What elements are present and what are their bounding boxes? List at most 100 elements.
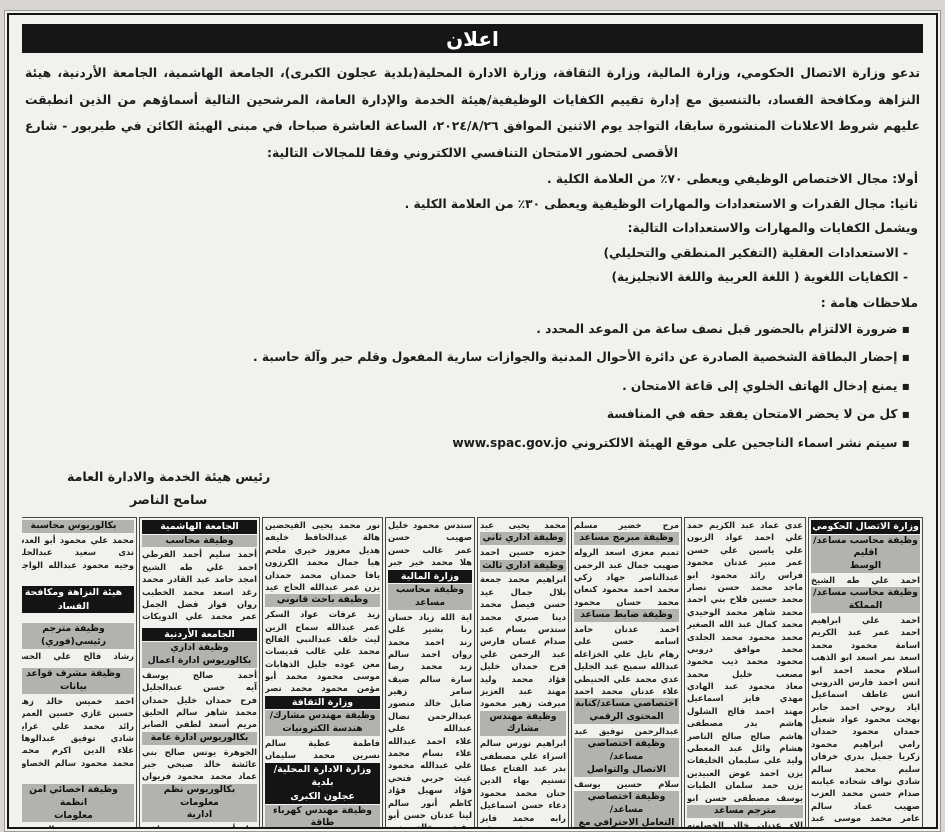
announcement-document: اعلان تدعو وزارة الاتصال الحكومي، وزارة … [7, 13, 938, 829]
candidate-name: سليم محمد سالم القرموطي [811, 763, 920, 774]
candidate-name: هشام وائل عبد المعطي العبيسات [687, 743, 803, 754]
candidate-name: رشاد فالح علي الحسن [22, 650, 134, 661]
candidate-name: عمر عبدالله سماح الزين [265, 621, 380, 632]
candidate-name: روان احمد سالم العرموطي [388, 648, 472, 659]
candidate-name: هيا جمال محمد الكرزون [265, 557, 380, 568]
table-column-8: بكالوريوس محاسبة محمد علي محمود أبو العدس… [22, 517, 137, 827]
job-title-header: وظيفة مشرف قواعد بيانات [22, 668, 134, 694]
candidate-name: محمد علي محمود أبو العدس [22, 534, 134, 545]
job-title-header: وظيفة محاسب مساعد/اقليم الوسط [811, 534, 920, 573]
candidate-name: تسنيم بهاء الدين علي درادكه [480, 775, 566, 786]
candidate-name: زكريا جميل بدري خرفان [811, 751, 920, 762]
candidate-name: تميم معزي اسعد الروله [574, 547, 679, 558]
job-title-header: وظيفة مهندس مشارك/ هندسة الكترونيات [265, 710, 380, 737]
candidate-name: هلا محمد خير جبر بركات [388, 557, 472, 568]
candidate-name: يوسف مصطفى حسن ابو عقل [687, 792, 803, 803]
job-title-header: بكالوريوس نظم معلومات ادارية [142, 783, 257, 823]
candidate-name: عامر محمد موسى عبد المال [811, 813, 920, 824]
candidate-name: فاطمة عطية سالم الرواجفه [265, 738, 380, 749]
candidate-name: معاذ محمود عبد الهادي بنات [687, 681, 803, 692]
candidate-name: صهيب حسن سليمان الجبور [388, 532, 472, 543]
candidate-name: صدام غسان فارس حموده [480, 636, 566, 647]
candidate-name: علاء بسام محمد عشا [388, 748, 472, 759]
candidate-name: بهجت محمود عواد شعيل [811, 714, 920, 725]
candidate-name: نسرين محمد سليمان مرعي [265, 750, 380, 761]
candidate-name: هالة عبدالحافظ خليفه المحاميد [265, 532, 380, 543]
spacer [142, 623, 257, 627]
candidate-name: حسين غازي حسين العمري [22, 708, 134, 719]
candidate-name: هاشم صالح صالح الناصر [687, 730, 803, 741]
candidate-name: اسامة محمود محمد بطاينه [811, 639, 920, 650]
candidate-name: محمد حسان محمود مواليه [574, 596, 679, 607]
table-column-1: وزارة الاتصال الحكومي وظيفة محاسب مساعد/ا… [808, 517, 923, 827]
notes-list: ▪ ضرورة الالتزام بالحضور قبل نصف ساعة من… [25, 315, 910, 458]
candidate-name: ماجد محمد حسن نصار [687, 581, 803, 592]
candidate-name: احمد علي طه الشيخ حسين [811, 574, 920, 585]
candidate-name: حنان محمد محمود الصمادي [480, 787, 566, 798]
candidate-name: علي عبدالله محمود المعاريه [388, 760, 472, 771]
candidate-name: فؤاد محمد وليد محمد رباح [480, 673, 566, 684]
candidate-name: اسلام محمد احمد ابو كركي [811, 664, 920, 675]
candidate-name: احمد خميس خالد زهره [22, 695, 134, 706]
candidate-name: هديل معزوز خيري ملحم [265, 544, 380, 555]
candidate-name: محمد شاهر محمد الوحيدي [687, 606, 803, 617]
entity-header: وزارة الادارة المحلية/بلدية عجلون الكبرى [265, 762, 380, 804]
candidate-name: انس احمد فارس الدروبي [811, 676, 920, 687]
candidate-name: شادي نواف شحاده عيابنه [811, 776, 920, 787]
job-title-header: وظيفة ضابط مساعد [574, 609, 679, 622]
candidate-name: احمد علي طه الشيخ حسين [142, 561, 257, 572]
note-line: ▪ إحضار البطاقة الشخصية الصادرة عن دائرة… [253, 350, 910, 364]
candidate-name: مرح خضير مسلم المعايعه [574, 520, 679, 530]
candidate-name: بلال جمال عيد الحوراني [480, 586, 566, 597]
candidate-name: ندى سعيد عبدالحليم البلاسمة [22, 547, 134, 558]
candidate-name: نور محمد يحيى الفيحضين [265, 520, 380, 530]
candidate-name: أحمد سليم أحمد الفرطي [142, 549, 257, 560]
table-column-7: الجامعة الهاشمية وظيفة محاسب أحمد سليم أحم… [139, 517, 260, 827]
candidate-name: محمد محمود محمد الجلدى [687, 631, 803, 642]
entity-header: الجامعة الأردنية [142, 627, 257, 642]
candidate-name: محمد احمد محمود كنعان [574, 584, 679, 595]
candidate-name: محمد حسين فلاح بني احمد [687, 594, 803, 605]
candidate-name: فراس رائد محمود ابو خليفه [687, 569, 803, 580]
candidate-name: عمر منير عدنان محمود [687, 557, 803, 568]
candidate-name: صايل خالد منصور الدبايبة [388, 698, 472, 709]
candidate-name: رهام نايل علي الخزاعله [574, 648, 679, 659]
candidate-name: محمود محمد ذيب محمود الزمر [687, 656, 803, 667]
candidate-name: انس عاطف اسماعيل العيسى [811, 689, 920, 700]
candidate-name: اسعد نمر اسعد ابو الذهب [811, 652, 920, 663]
job-title-header: وظيفة اداري بكالوريوس ادارة اعمال [142, 642, 257, 668]
candidate-name: حمزه حسين احمد بني حمد [480, 547, 566, 558]
candidate-name: صهيب عماد سالم ابوكركي [811, 800, 920, 811]
table-column-6: نور محمد يحيى الفيحضين هالة عبدالحافظ خلي… [262, 517, 383, 827]
spacer [22, 769, 134, 783]
candidate-name: ميرفت زهير محمود طلوس [480, 698, 566, 709]
job-title-header: وظيفة محاسب مساعد [388, 584, 472, 610]
spacer [22, 571, 134, 585]
job-title-header: وظيفة باحث قانوني [265, 594, 380, 608]
criteria-line: - الاستعدادات العقلية (التفكير المنطقي و… [603, 245, 908, 260]
candidate-name: الاء عدنان خالد الخصاونه [687, 819, 803, 829]
candidate-name: روان فواز فضل الجمل [142, 598, 257, 609]
candidates-table: وزارة الاتصال الحكومي وظيفة محاسب مساعد/ا… [22, 517, 923, 829]
candidate-name: علي ياسين علي حسن [687, 544, 803, 555]
candidate-name: صدام حسن محمد العزب [811, 788, 920, 799]
candidate-name: شادي توفيق عبدالوهاب الصبابحة [22, 732, 134, 743]
table-column-2: عدي عماد عبد الكريم حمد علي احمد عواد الز… [684, 517, 806, 829]
job-title-header: وظيفة مبرمج مساعد [574, 532, 679, 546]
candidate-name: عبدالرحمن نضال نعيم الفتياني [388, 710, 472, 721]
note-line: ▪ كل من لا يحضر الامتحان يفقد حقه في الم… [606, 407, 910, 421]
candidate-name: كاظم أنور سالم المهيرات [388, 797, 472, 808]
job-title-header: بكالوريوس ادارة عامة [142, 731, 257, 745]
job-title-header: وظيفة اختصاصي مساعد/ الاتصال والتواصل [574, 738, 679, 777]
candidate-name: عائشة خالد صبحي جبر [142, 759, 257, 770]
job-title-header: وظيفة اداري ثاني [480, 532, 566, 546]
candidate-name: رايه محمد فايز حسين ابو خلف [480, 812, 566, 823]
candidate-name: وليد علي سليمان الخليفات [687, 755, 803, 766]
criteria-line: أولا: مجال الاختصاص الوظيفي ويعطى ٧٠٪ من… [546, 172, 918, 186]
job-title-header: بكالوريوس محاسبة [22, 520, 134, 533]
job-title-header: مترجم مساعد [687, 804, 803, 818]
candidate-name: عبد الله محمد عصام عبد الله صفيه [811, 825, 920, 827]
entity-header: هيئة النزاهة ومكافحة الفساد [22, 585, 134, 614]
candidate-name: مهند عبد العزيز خلف الصبري [480, 685, 566, 696]
